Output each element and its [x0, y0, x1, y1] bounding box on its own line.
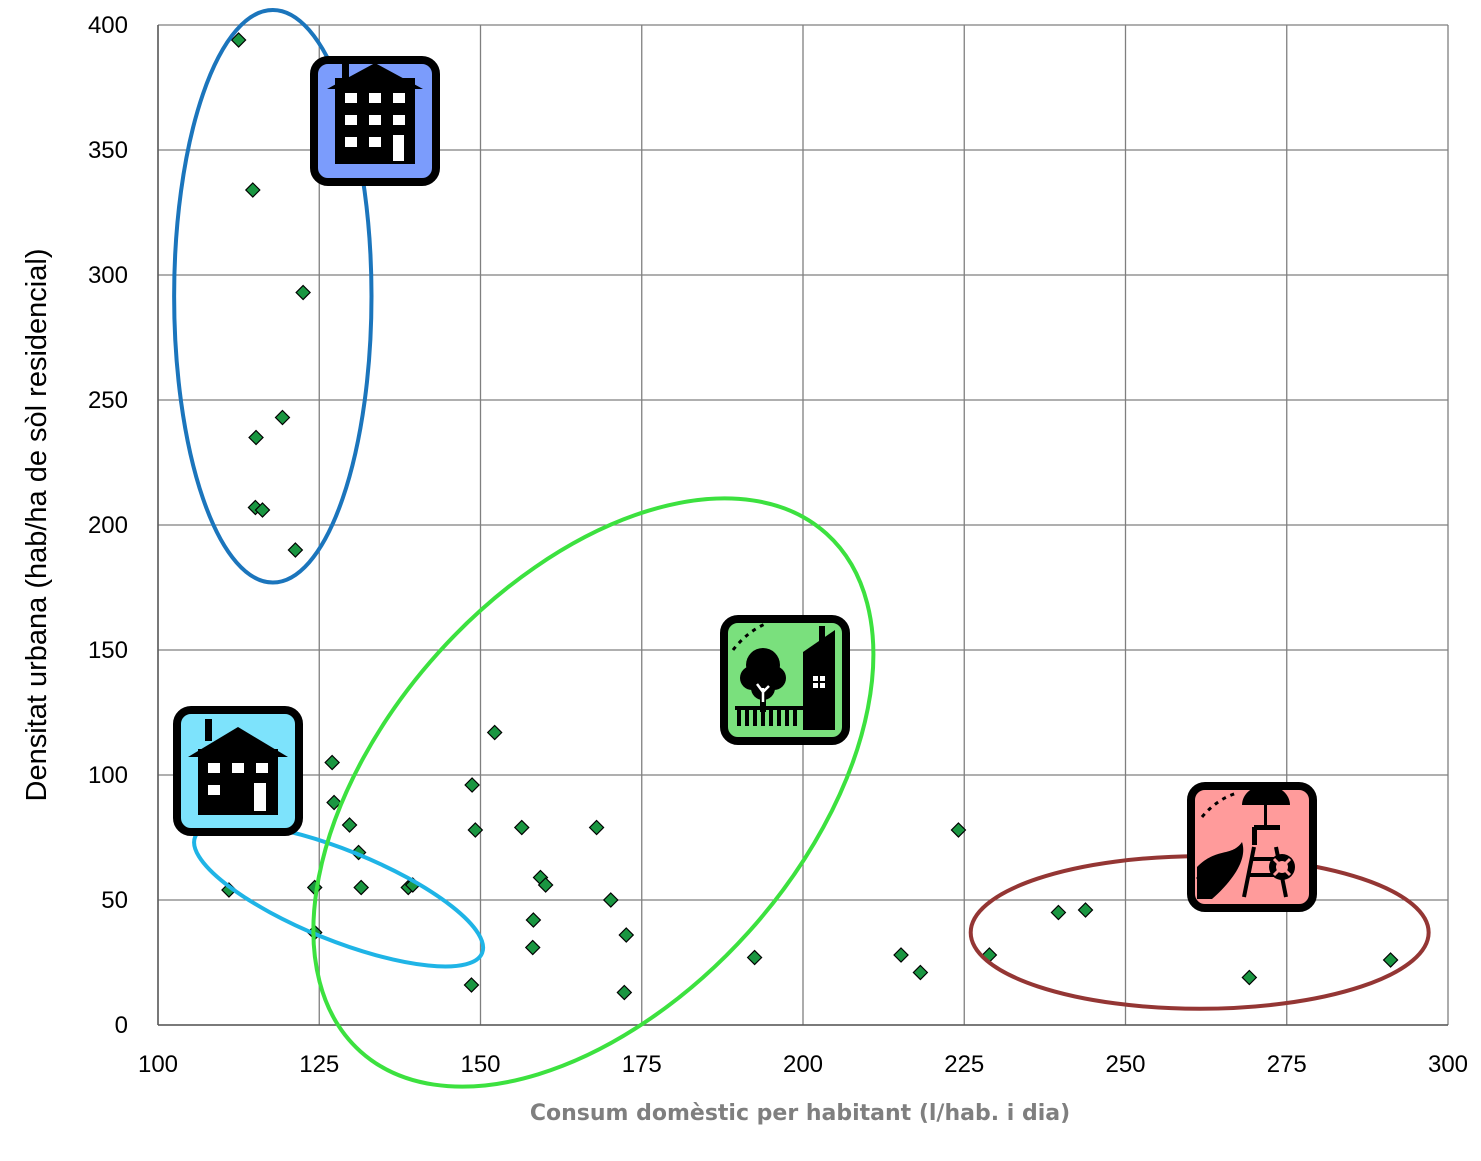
data-point — [513, 819, 530, 836]
cluster-ellipse — [311, 496, 876, 1089]
y-tick-label: 200 — [88, 512, 128, 539]
data-point — [467, 822, 484, 838]
data-point — [537, 877, 554, 893]
x-tick-label: 125 — [299, 1051, 339, 1078]
data-point — [912, 964, 929, 981]
x-tick-label: 300 — [1428, 1051, 1468, 1078]
y-tick-labels: 0 50 100 150 200 250 300 350 400 — [88, 12, 128, 1039]
x-tick-label: 225 — [944, 1051, 984, 1078]
data-point — [486, 724, 503, 741]
x-axis-label: Consum domèstic per habitant (l/hab. i d… — [530, 1101, 1070, 1126]
x-tick-label: 150 — [460, 1051, 500, 1078]
x-tick-label: 200 — [783, 1051, 823, 1078]
y-tick-label: 50 — [101, 887, 128, 914]
data-point — [616, 984, 633, 1001]
y-tick-label: 350 — [88, 137, 128, 164]
data-point — [1050, 904, 1067, 921]
small-house-icon — [173, 706, 303, 836]
cluster-ellipse — [172, 8, 374, 585]
data-point — [326, 794, 342, 811]
data-point — [1077, 902, 1094, 918]
x-tick-label: 250 — [1105, 1051, 1145, 1078]
data-point — [287, 542, 304, 558]
y-tick-label: 100 — [88, 762, 128, 789]
beach-lifeguard-icon — [1187, 782, 1317, 912]
y-tick-label: 0 — [115, 1012, 128, 1039]
cluster-ellipse — [192, 821, 486, 969]
data-point — [893, 947, 909, 963]
y-tick-label: 250 — [88, 387, 128, 414]
data-point — [464, 777, 480, 793]
data-point — [524, 939, 541, 956]
data-point — [950, 822, 967, 838]
data-point — [353, 879, 370, 896]
y-tick-label: 300 — [88, 262, 128, 289]
y-axis-label: Densitat urbana (hab/ha de sòl residenci… — [21, 249, 53, 802]
data-point — [341, 817, 358, 833]
data-point — [588, 819, 605, 836]
data-point — [230, 32, 247, 48]
x-tick-label: 100 — [138, 1051, 178, 1078]
cluster-ellipses — [172, 8, 1431, 1089]
x-tick-labels: 100 125 150 175 200 225 250 275 300 — [138, 1051, 1468, 1078]
data-point — [324, 754, 340, 771]
x-tick-label: 175 — [622, 1051, 662, 1078]
data-point — [746, 949, 763, 966]
apartment-building-icon — [310, 56, 440, 186]
x-tick-label: 275 — [1267, 1051, 1307, 1078]
data-point — [463, 977, 480, 993]
cluster-icons — [173, 56, 1317, 912]
y-tick-label: 400 — [88, 12, 128, 39]
data-point — [1382, 952, 1399, 968]
data-point — [244, 182, 261, 198]
data-point — [602, 892, 619, 908]
data-point — [525, 912, 542, 928]
data-point — [254, 502, 271, 518]
data-point — [618, 927, 635, 943]
data-point — [1241, 969, 1258, 986]
data-point — [248, 429, 264, 446]
data-point — [295, 284, 311, 301]
data-point — [274, 409, 291, 426]
y-tick-label: 150 — [88, 637, 128, 664]
data-points — [221, 32, 1399, 1001]
house-garden-icon — [720, 615, 850, 745]
